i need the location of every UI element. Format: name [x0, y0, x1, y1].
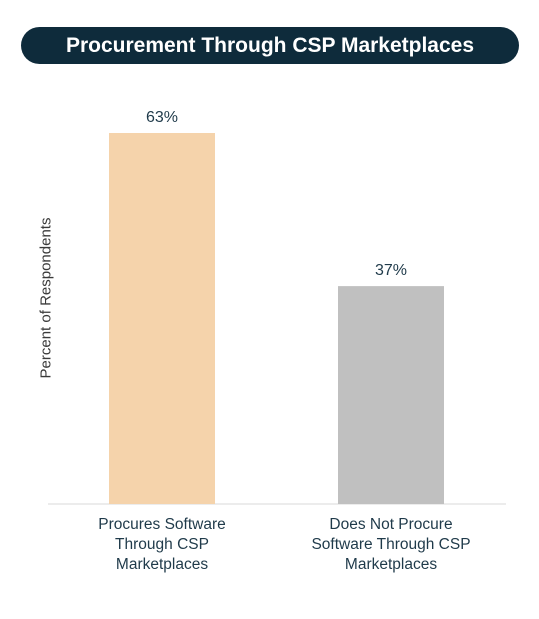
chart-title: Procurement Through CSP Marketplaces [21, 27, 519, 64]
x-tick-label-line: Software Through CSP [311, 536, 471, 553]
x-tick-label-line: Marketplaces [115, 556, 209, 573]
bars-layer: 63% 37% [109, 109, 444, 504]
x-tick-label-line: Procures Software [98, 516, 226, 533]
x-tick-label-line: Marketplaces [344, 556, 438, 573]
bar-1 [338, 286, 444, 504]
x-tick-label-procures: Procures Software Through CSP Marketplac… [67, 515, 257, 575]
x-tick-label-line: Through CSP [115, 536, 209, 553]
bar-0 [109, 133, 215, 504]
x-tick-label-does-not-procure: Does Not Procure Software Through CSP Ma… [296, 515, 486, 575]
data-label-1: 37% [375, 262, 407, 279]
data-label-0: 63% [146, 109, 178, 126]
x-tick-label-line: Does Not Procure [329, 516, 453, 533]
